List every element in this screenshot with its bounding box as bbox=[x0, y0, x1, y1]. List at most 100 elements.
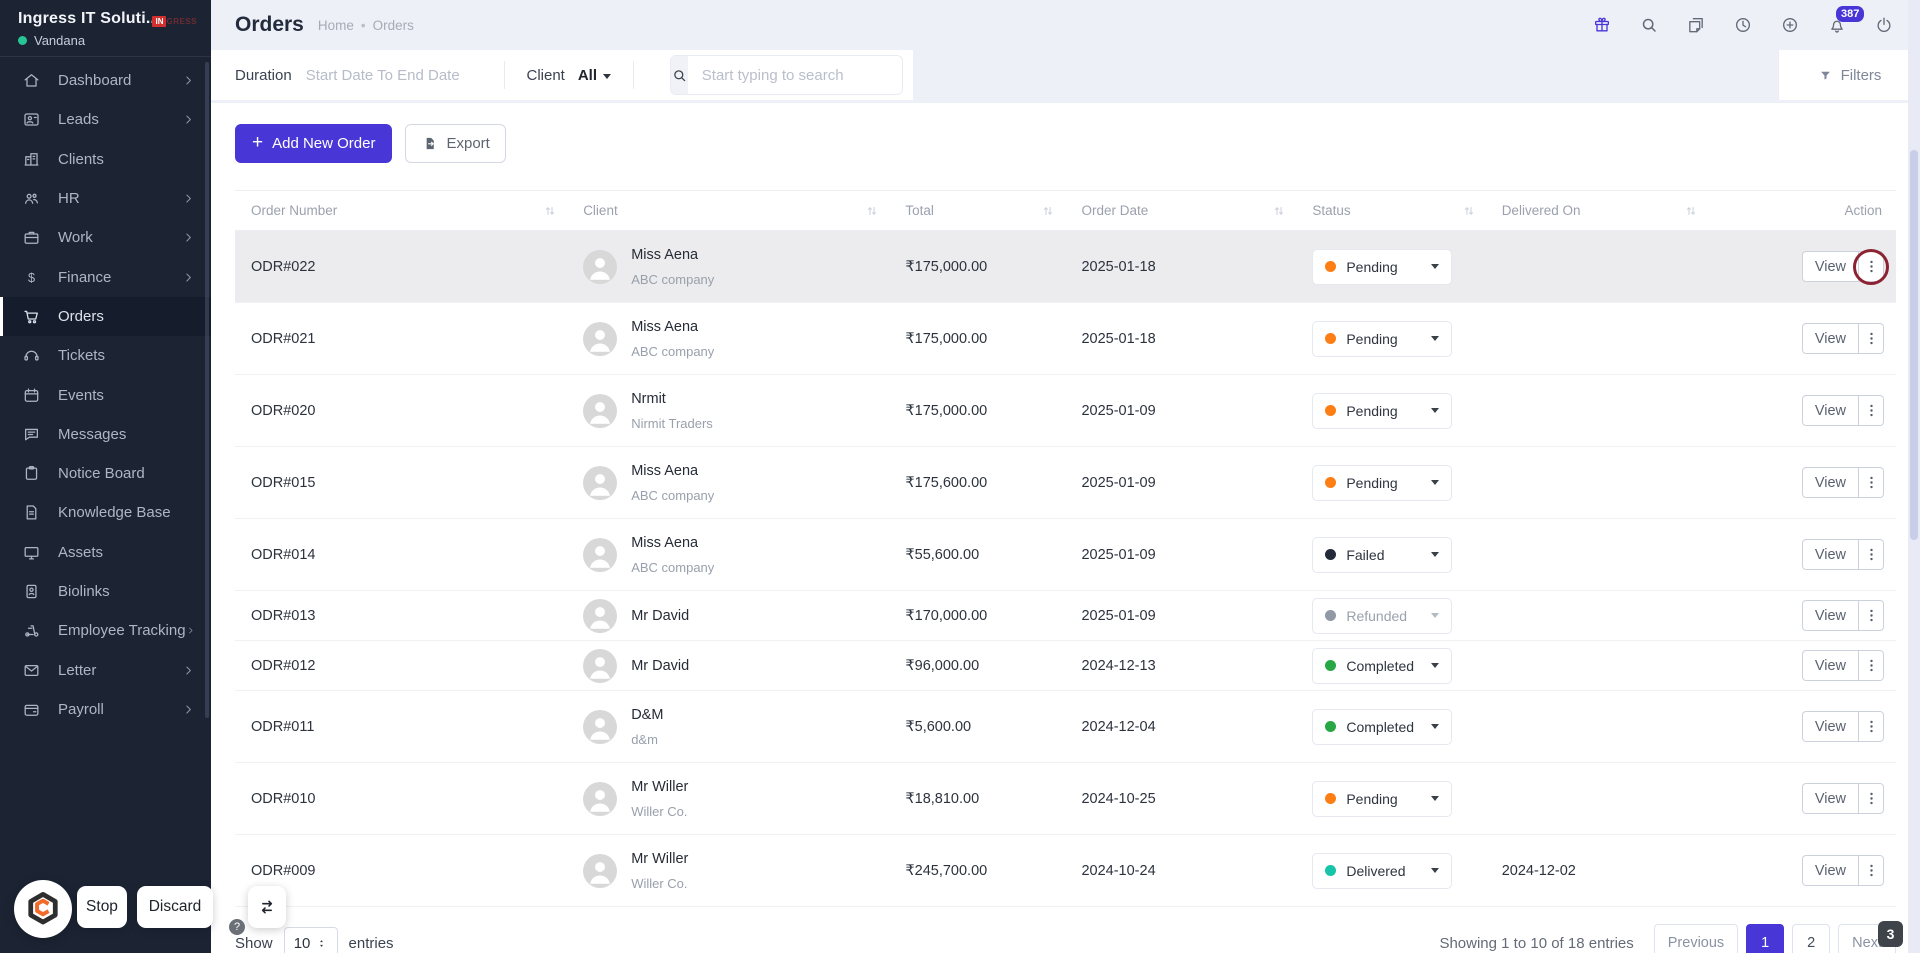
col-order-date[interactable]: Order Date bbox=[1065, 203, 1296, 218]
view-button[interactable]: View bbox=[1801, 251, 1858, 282]
col-total[interactable]: Total bbox=[889, 203, 1065, 218]
status-dot bbox=[1325, 333, 1337, 344]
swap-button[interactable] bbox=[248, 886, 286, 928]
status-dropdown[interactable]: Refunded bbox=[1312, 597, 1453, 634]
row-menu-button[interactable] bbox=[1858, 467, 1884, 498]
sidebar-item[interactable]: Assets bbox=[0, 533, 211, 572]
row-menu-button[interactable] bbox=[1858, 783, 1884, 814]
sidebar-item[interactable]: Orders bbox=[0, 296, 211, 337]
status-dropdown[interactable]: Pending bbox=[1312, 780, 1453, 817]
add-new-order-button[interactable]: + Add New Order bbox=[235, 124, 393, 163]
payroll-icon bbox=[22, 700, 41, 719]
page-scrollbar[interactable] bbox=[1908, 0, 1920, 953]
row-menu-button[interactable] bbox=[1858, 711, 1884, 742]
client-dropdown[interactable]: All bbox=[578, 67, 612, 84]
sidebar-item[interactable]: Events bbox=[0, 375, 211, 414]
row-menu-button[interactable] bbox=[1858, 323, 1884, 354]
search-icon[interactable] bbox=[1639, 15, 1659, 35]
row-menu-button[interactable] bbox=[1858, 395, 1884, 426]
clock-icon[interactable] bbox=[1733, 15, 1753, 35]
caret-down-icon bbox=[1431, 613, 1440, 618]
duration-range-input[interactable] bbox=[305, 66, 482, 84]
status-dropdown[interactable]: Completed bbox=[1312, 647, 1453, 684]
client-name: Miss Aena bbox=[631, 534, 699, 551]
sidebar-scrollbar[interactable] bbox=[205, 62, 209, 718]
notes-icon[interactable] bbox=[1686, 15, 1706, 35]
sidebar-item[interactable]: Clients bbox=[0, 140, 211, 179]
client-company: Willer Co. bbox=[631, 803, 688, 819]
status-dropdown[interactable]: Pending bbox=[1312, 464, 1453, 501]
col-client[interactable]: Client bbox=[567, 203, 889, 218]
search-box bbox=[669, 55, 903, 95]
row-menu-button[interactable] bbox=[1858, 539, 1884, 570]
sidebar-item[interactable]: Knowledge Base bbox=[0, 493, 211, 532]
sidebar-item[interactable]: Tickets bbox=[0, 336, 211, 375]
sidebar-item[interactable]: Leads bbox=[0, 100, 211, 139]
status-dropdown[interactable]: Failed bbox=[1312, 536, 1453, 573]
sidebar-item[interactable]: Payroll bbox=[0, 690, 211, 729]
row-menu-button[interactable] bbox=[1858, 855, 1884, 886]
view-button[interactable]: View bbox=[1801, 650, 1858, 681]
status-dropdown[interactable]: Pending bbox=[1312, 392, 1453, 429]
view-button[interactable]: View bbox=[1801, 323, 1858, 354]
row-menu-button[interactable] bbox=[1858, 600, 1884, 631]
view-button[interactable]: View bbox=[1801, 783, 1858, 814]
sidebar-item[interactable]: Employee Tracking bbox=[0, 611, 211, 650]
col-status[interactable]: Status bbox=[1296, 203, 1485, 218]
help-button[interactable]: ? bbox=[229, 919, 245, 935]
sidebar-item[interactable]: Letter bbox=[0, 650, 211, 689]
sidebar-item[interactable]: Notice Board bbox=[0, 454, 211, 493]
status-dropdown[interactable]: Completed bbox=[1312, 708, 1453, 745]
breadcrumb-home[interactable]: Home bbox=[317, 17, 354, 33]
sidebar-item-label: Events bbox=[58, 386, 104, 404]
view-button[interactable]: View bbox=[1801, 467, 1858, 498]
row-menu-button[interactable] bbox=[1858, 650, 1884, 681]
discard-button[interactable]: Discard bbox=[137, 886, 213, 928]
bell-icon[interactable]: 387 bbox=[1827, 6, 1865, 35]
scrollbar-thumb[interactable] bbox=[1910, 150, 1918, 540]
status-label: Failed bbox=[1346, 546, 1385, 563]
col-delivered-on[interactable]: Delivered On bbox=[1486, 203, 1709, 218]
sidebar-item[interactable]: Biolinks bbox=[0, 572, 211, 611]
client-name: Mr David bbox=[631, 607, 690, 624]
client-cell: Miss Aena ABC company bbox=[567, 319, 889, 359]
previous-page-button[interactable]: Previous bbox=[1653, 924, 1739, 953]
status-dropdown[interactable]: Pending bbox=[1312, 248, 1453, 285]
filters-button[interactable]: Filters bbox=[1778, 50, 1920, 100]
topbar-icons: 387 bbox=[1592, 6, 1894, 35]
topbar: Orders Home • Orders bbox=[211, 0, 1920, 50]
page-number-button[interactable]: 1 bbox=[1746, 924, 1785, 953]
export-button[interactable]: Export bbox=[405, 124, 506, 163]
letter-icon bbox=[22, 661, 41, 680]
gift-icon[interactable] bbox=[1592, 15, 1612, 35]
client-avatar bbox=[583, 249, 618, 284]
view-button[interactable]: View bbox=[1801, 855, 1858, 886]
stop-button[interactable]: Stop bbox=[77, 886, 127, 928]
row-menu-button[interactable] bbox=[1853, 249, 1889, 285]
sidebar-item[interactable]: Finance bbox=[0, 257, 211, 296]
plus-circle-icon[interactable] bbox=[1780, 15, 1800, 35]
col-order-number[interactable]: Order Number bbox=[235, 203, 567, 218]
view-button[interactable]: View bbox=[1801, 539, 1858, 570]
sidebar-item[interactable]: Messages bbox=[0, 415, 211, 454]
sidebar-item[interactable]: Work bbox=[0, 218, 211, 257]
status-cell: Pending bbox=[1296, 780, 1485, 817]
search-icon bbox=[670, 56, 688, 94]
status-dropdown[interactable]: Pending bbox=[1312, 320, 1453, 357]
view-button[interactable]: View bbox=[1801, 711, 1858, 742]
view-button[interactable]: View bbox=[1801, 600, 1858, 631]
sidebar-item[interactable]: Dashboard bbox=[0, 61, 211, 100]
sidebar-item[interactable]: HR bbox=[0, 179, 211, 218]
status-label: Pending bbox=[1346, 790, 1398, 807]
tracking-icon bbox=[22, 621, 41, 640]
recorder-logo[interactable] bbox=[14, 880, 72, 938]
status-dropdown[interactable]: Delivered bbox=[1312, 852, 1453, 889]
client-avatar bbox=[583, 781, 618, 816]
page-number-button[interactable]: 2 bbox=[1792, 924, 1831, 953]
client-avatar bbox=[583, 598, 618, 633]
view-button[interactable]: View bbox=[1801, 395, 1858, 426]
filter-controls: Duration Client All bbox=[211, 50, 913, 100]
page-size-select[interactable]: 10 bbox=[283, 927, 338, 953]
power-icon[interactable] bbox=[1874, 15, 1894, 35]
search-input[interactable] bbox=[687, 56, 902, 94]
